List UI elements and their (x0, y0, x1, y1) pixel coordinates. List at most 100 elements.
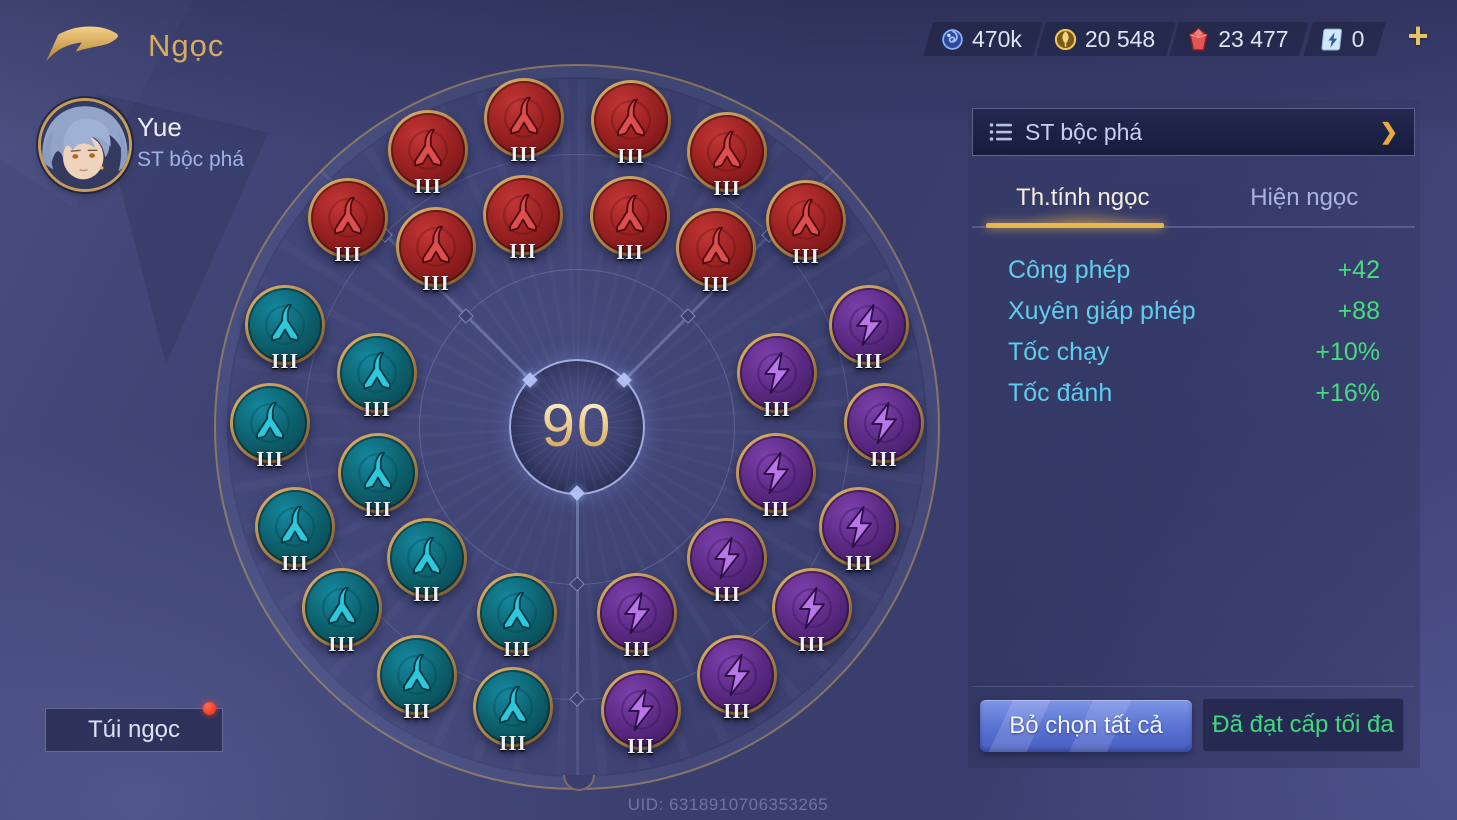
currency-ticket[interactable]: 0 (1308, 22, 1381, 56)
gem-red[interactable]: III (766, 180, 846, 268)
deselect-all-button[interactable]: Bỏ chọn tất cả (980, 700, 1192, 752)
gem-tier-label: III (627, 734, 655, 758)
deselect-all-label: Bỏ chọn tất cả (1009, 712, 1163, 739)
rune-page-selector[interactable]: ST bộc phá ❯ (972, 108, 1415, 156)
gem-tier-label: III (328, 632, 356, 656)
stat-label: Công phép (1008, 256, 1131, 284)
gem-teal[interactable]: III (338, 433, 418, 521)
gem-coin (844, 383, 924, 463)
stat-label: Tốc đánh (1008, 379, 1113, 407)
gem-red[interactable]: III (687, 112, 767, 200)
gem-coin (829, 285, 909, 365)
essence-orb-icon (940, 27, 965, 52)
gem-teal[interactable]: III (230, 383, 310, 471)
gem-coin (484, 78, 564, 158)
wheel-divider (575, 493, 579, 789)
gem-coin (308, 178, 388, 258)
gem-coin (597, 573, 677, 653)
gem-red[interactable]: III (591, 80, 671, 168)
gem-purple[interactable]: III (829, 285, 909, 373)
gem-tier-label: III (509, 239, 537, 263)
tabs-underline (972, 226, 1415, 228)
active-tab-indicator (986, 223, 1164, 228)
gem-tier-label: III (617, 144, 645, 168)
gem-red[interactable]: III (388, 110, 468, 198)
gem-tier-label: III (403, 699, 431, 723)
gem-tier-label: III (271, 349, 299, 373)
add-currency-button[interactable]: + (1407, 15, 1429, 56)
gem-red[interactable]: III (676, 208, 756, 296)
gem-tier-label: III (870, 447, 898, 471)
gem-coin (387, 518, 467, 598)
gem-purple[interactable]: III (687, 518, 767, 606)
gem-coin (230, 383, 310, 463)
gem-purple[interactable]: III (737, 333, 817, 421)
gem-teal[interactable]: III (245, 285, 325, 373)
gem-red[interactable]: III (484, 78, 564, 166)
currency-gold[interactable]: 20 548 (1041, 22, 1171, 56)
gem-tier-label: III (413, 582, 441, 606)
gem-tier-label: III (281, 551, 309, 575)
ruby-icon (1186, 27, 1211, 52)
gem-coin (676, 208, 756, 288)
gem-red[interactable]: III (590, 176, 670, 264)
gem-teal[interactable]: III (473, 667, 553, 755)
gem-coin (590, 176, 670, 256)
player-name: Yue (137, 112, 182, 142)
gem-coin (687, 518, 767, 598)
gem-coin (697, 635, 777, 715)
gem-teal[interactable]: III (387, 518, 467, 606)
gem-purple[interactable]: III (597, 573, 677, 661)
stat-value: +16% (1315, 379, 1380, 407)
page-title: Ngọc (148, 28, 225, 63)
currency-value: 20 548 (1084, 25, 1156, 52)
panel-title: ST bộc phá (1025, 118, 1143, 145)
rune-detail-panel: ST bộc phá ❯ Th.tính ngọc Hiện ngọc Công… (968, 100, 1420, 768)
gem-coin (737, 333, 817, 413)
gem-teal[interactable]: III (477, 573, 557, 661)
player-avatar[interactable] (41, 101, 129, 189)
gem-coin (736, 433, 816, 513)
currency-ruby[interactable]: 23 477 (1174, 22, 1304, 56)
stat-row: Công phép +42 (1008, 250, 1380, 291)
gold-coin-icon (1053, 27, 1078, 52)
back-button[interactable] (46, 22, 120, 68)
gem-purple[interactable]: III (819, 487, 899, 575)
gem-purple[interactable]: III (772, 568, 852, 656)
gem-teal[interactable]: III (377, 635, 457, 723)
rune-bag-button[interactable]: Túi ngọc (45, 702, 223, 752)
currency-value: 0 (1351, 25, 1365, 52)
gem-coin (483, 175, 563, 255)
gem-coin (772, 568, 852, 648)
gem-tier-label: III (855, 349, 883, 373)
currency-essence[interactable]: 470k (928, 22, 1038, 56)
stat-value: +88 (1337, 297, 1380, 325)
gem-purple[interactable]: III (736, 433, 816, 521)
stat-value: +42 (1337, 256, 1380, 284)
tab-rune-attributes[interactable]: Th.tính ngọc (972, 170, 1194, 226)
back-arrow-icon (46, 26, 118, 62)
gem-red[interactable]: III (396, 207, 476, 295)
gem-teal[interactable]: III (255, 487, 335, 575)
gem-coin (473, 667, 553, 747)
notification-dot (203, 702, 216, 715)
gem-tier-label: III (364, 497, 392, 521)
tab-current-runes[interactable]: Hiện ngọc (1250, 184, 1359, 211)
gem-teal[interactable]: III (302, 568, 382, 656)
gem-purple[interactable]: III (697, 635, 777, 723)
gem-tier-label: III (334, 242, 362, 266)
gem-teal[interactable]: III (337, 333, 417, 421)
list-icon (989, 123, 1012, 141)
gem-tier-label: III (713, 582, 741, 606)
gem-red[interactable]: III (483, 175, 563, 263)
gem-red[interactable]: III (308, 178, 388, 266)
gem-coin (601, 670, 681, 750)
max-level-button[interactable]: Đã đạt cấp tối đa (1202, 698, 1404, 752)
gem-purple[interactable]: III (601, 670, 681, 758)
gem-tier-label: III (702, 272, 730, 296)
gem-purple[interactable]: III (844, 383, 924, 471)
ticket-icon (1320, 27, 1345, 52)
gem-tier-label: III (845, 551, 873, 575)
